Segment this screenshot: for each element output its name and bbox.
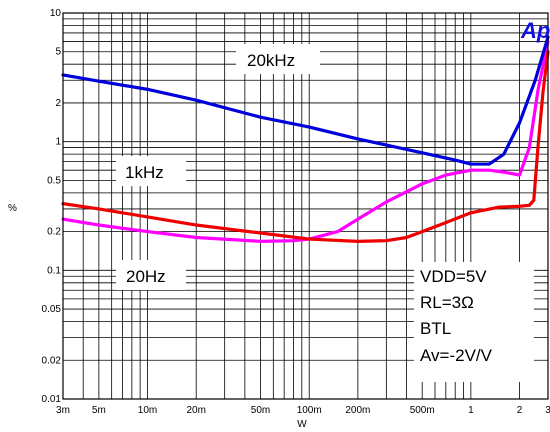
x-tick-label: 500m	[410, 405, 435, 416]
x-tick-label: 10m	[138, 405, 157, 416]
y-tick-label: 1	[55, 137, 61, 148]
tick-labels: 3m 5m 10m 20m 50m 100m 200m 500m 1 2 3 0.01 0.02 0.05…	[42, 8, 550, 416]
y-axis-label: %	[8, 203, 17, 214]
y-tick-label: 10	[50, 8, 62, 19]
plot-frame	[62, 12, 549, 400]
x-tick-label: 50m	[251, 405, 270, 416]
y-tick-label: 5	[55, 47, 61, 58]
x-tick-label: 200m	[345, 405, 370, 416]
y-tick-label: 2	[55, 98, 61, 109]
conditions-box: VDD=5V RL=3Ω BTL Av=-2V/V	[414, 262, 534, 382]
brand-logo: Ap	[520, 18, 550, 43]
x-tick-label: 5m	[92, 405, 106, 416]
condition-gain: Av=-2V/V	[420, 346, 493, 365]
x-tick-label: 1	[468, 405, 474, 416]
annotation-20khz: 20kHz	[236, 44, 320, 74]
condition-mode: BTL	[420, 319, 451, 338]
x-tick-label: 2	[517, 405, 523, 416]
series-line-1khz	[61, 39, 550, 243]
condition-rl: RL=3Ω	[420, 293, 474, 312]
y-tick-label: 0.01	[42, 394, 62, 405]
y-tick-label: 0.05	[42, 304, 62, 315]
series-line-20khz	[61, 35, 550, 166]
x-tick-label: 20m	[186, 405, 205, 416]
x-tick-label: 3m	[56, 405, 70, 416]
annotation-20hz: 20Hz	[116, 260, 186, 290]
y-tick-label: 0.2	[47, 227, 61, 238]
series-lines	[61, 35, 550, 243]
y-tick-label: 0.1	[47, 265, 61, 276]
y-tick-label: 0.02	[42, 355, 62, 366]
y-tick-label: 0.5	[47, 175, 61, 186]
annotation-20hz-text: 20Hz	[126, 267, 166, 286]
annotation-1khz: 1kHz	[116, 156, 186, 186]
condition-vdd: VDD=5V	[420, 267, 487, 286]
annotation-20khz-text: 20kHz	[247, 51, 295, 70]
x-tick-label: 3	[545, 405, 550, 416]
series-line-20hz	[61, 50, 550, 243]
annotation-1khz-text: 1kHz	[125, 163, 164, 182]
x-tick-label: 100m	[297, 405, 322, 416]
x-axis-label: W	[297, 419, 307, 430]
